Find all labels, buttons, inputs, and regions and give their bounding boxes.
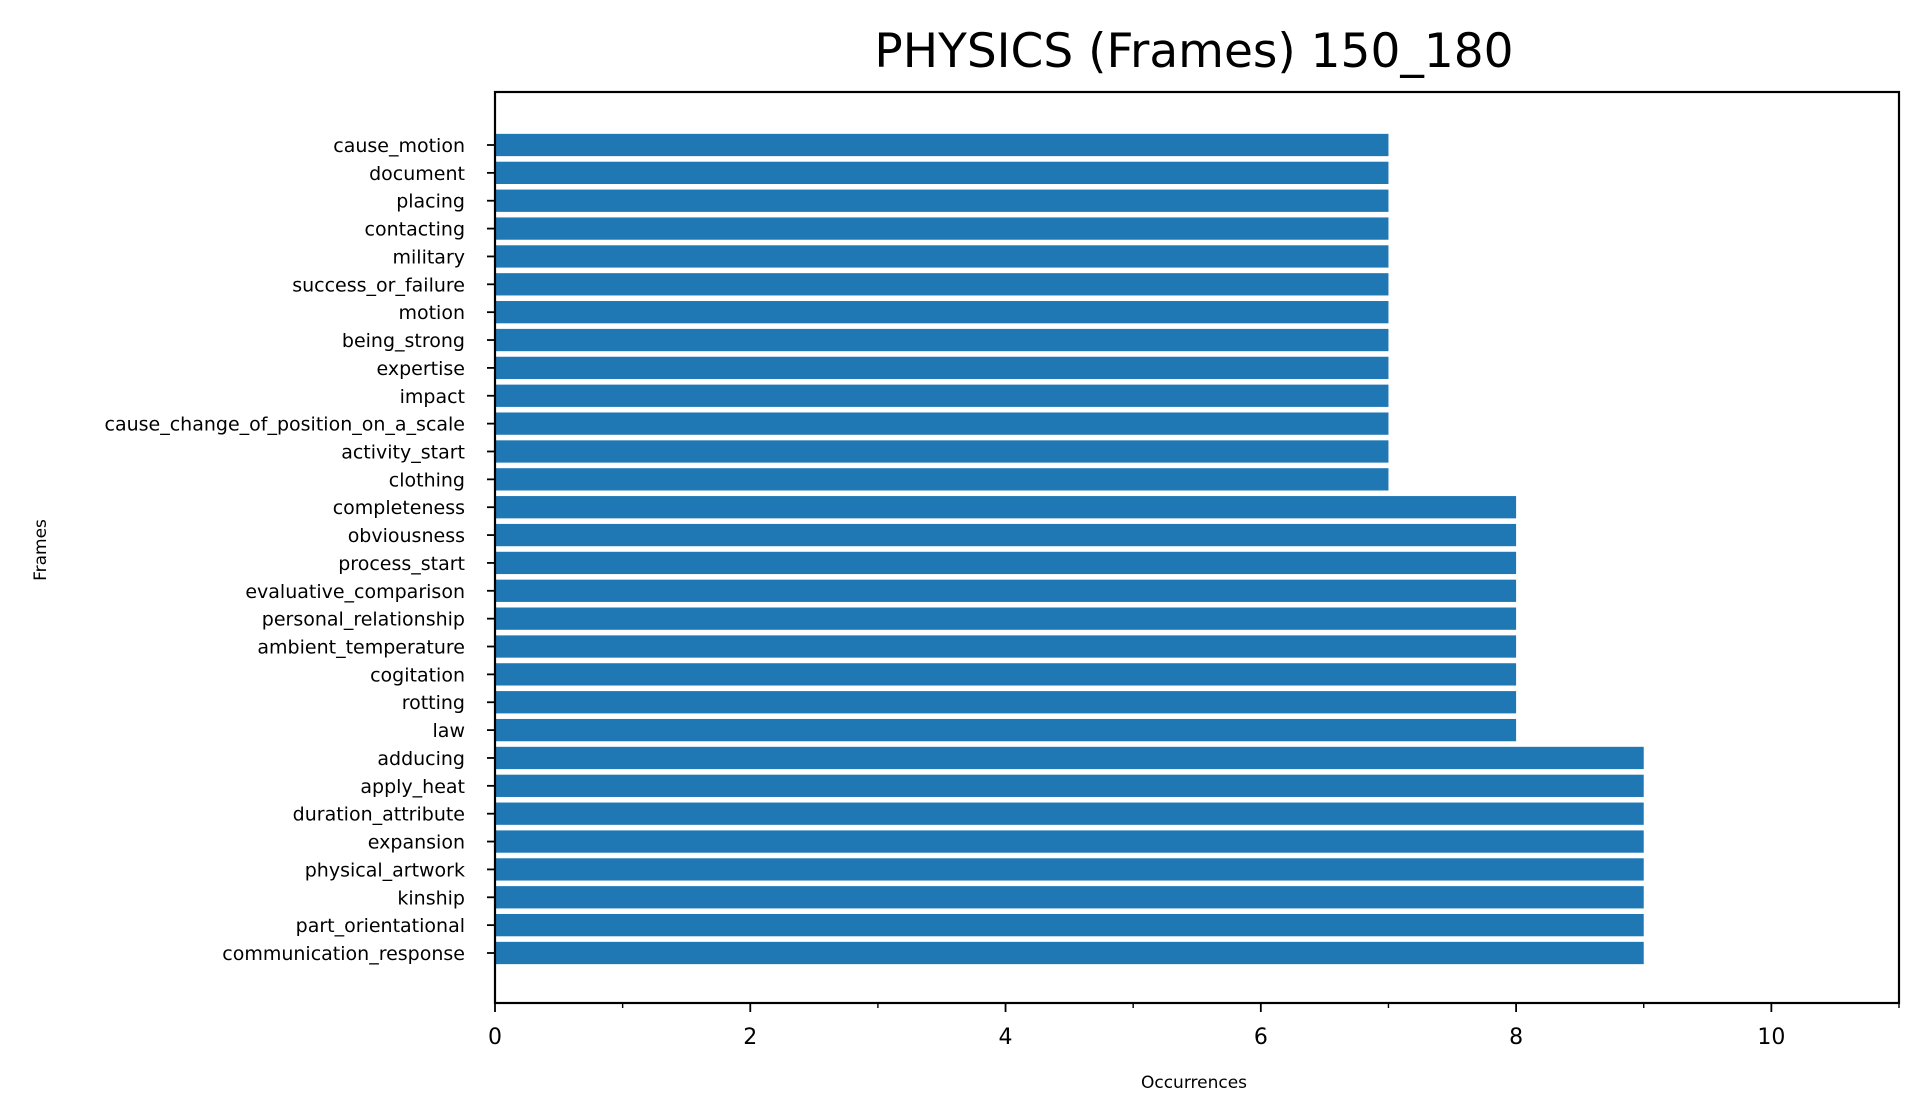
y-tick-label: activity_start <box>341 441 465 463</box>
x-tick-label: 8 <box>1509 1025 1523 1050</box>
bar <box>495 607 1517 630</box>
bar <box>495 691 1517 714</box>
bar <box>495 718 1517 742</box>
y-tick-label: ambient_temperature <box>257 637 465 659</box>
x-tick-label: 4 <box>999 1025 1013 1050</box>
y-tick-label: completeness <box>333 497 465 519</box>
y-tick-label: adducing <box>377 748 465 770</box>
bar <box>495 468 1389 491</box>
bar <box>495 245 1389 268</box>
bar <box>495 635 1517 658</box>
y-tick-label: law <box>433 720 465 742</box>
bar <box>495 523 1517 547</box>
y-tick-label: obviousness <box>348 525 465 547</box>
bar <box>495 496 1517 519</box>
plot-frame <box>493 90 1901 1005</box>
y-tick-label: motion <box>398 302 465 324</box>
y-tick-label: duration_attribute <box>293 804 465 826</box>
y-tick-label: contacting <box>365 219 465 241</box>
y-tick-label: expansion <box>368 832 465 854</box>
bar <box>495 161 1389 185</box>
bar <box>495 579 1517 602</box>
bar <box>495 384 1389 407</box>
y-tick-label: clothing <box>389 469 465 491</box>
bar <box>495 774 1644 797</box>
bar <box>495 217 1389 240</box>
bar <box>495 189 1389 212</box>
bar <box>495 663 1517 686</box>
y-tick-label: evaluative_comparison <box>245 581 465 603</box>
x-tick-label: 2 <box>743 1025 757 1050</box>
bar <box>495 133 1389 157</box>
y-tick-label: being_strong <box>342 330 465 352</box>
bar <box>495 858 1644 881</box>
bars-group <box>495 133 1644 965</box>
y-tick-label: physical_artwork <box>305 859 465 881</box>
y-tick-label: communication_response <box>222 943 465 965</box>
y-ticks-group: cause_motion document placing contacting mil… <box>105 135 495 965</box>
x-tick-label: 10 <box>1757 1025 1785 1050</box>
bar <box>495 802 1644 825</box>
y-tick-label: apply_heat <box>360 776 465 798</box>
x-tick-label: 0 <box>488 1025 502 1050</box>
bar <box>495 328 1389 352</box>
y-tick-label: document <box>369 163 465 185</box>
y-tick-label: cause_motion <box>333 135 465 157</box>
y-tick-label: expertise <box>377 358 465 380</box>
bar <box>495 941 1644 965</box>
y-tick-label: kinship <box>397 887 465 909</box>
bar <box>495 273 1389 296</box>
y-axis-label: Frames <box>31 519 51 581</box>
y-tick-label: placing <box>396 191 465 213</box>
bar <box>495 913 1644 937</box>
y-tick-label: rotting <box>402 692 465 714</box>
bar <box>495 301 1389 324</box>
bar <box>495 886 1644 909</box>
y-tick-label: cogitation <box>370 664 465 686</box>
y-tick-label: success_or_failure <box>292 274 465 296</box>
x-tick-label: 6 <box>1254 1025 1268 1050</box>
bar <box>495 830 1644 853</box>
x-ticks-group: 0 2 4 6 8 10 <box>488 1003 1900 1050</box>
bar <box>495 412 1389 435</box>
chart-title: PHYSICS (Frames) 150_180 <box>874 24 1513 79</box>
bar <box>495 440 1389 463</box>
x-axis-label: Occurrences <box>1141 1073 1247 1093</box>
bar <box>495 746 1644 770</box>
y-tick-label: impact <box>400 386 465 408</box>
y-tick-label: military <box>393 246 466 268</box>
bar <box>495 551 1517 575</box>
y-tick-label: personal_relationship <box>262 609 465 631</box>
bar <box>495 356 1389 380</box>
y-tick-label: cause_change_of_position_on_a_scale <box>105 414 465 436</box>
y-tick-label: part_orientational <box>296 915 465 937</box>
y-tick-label: process_start <box>338 553 465 575</box>
